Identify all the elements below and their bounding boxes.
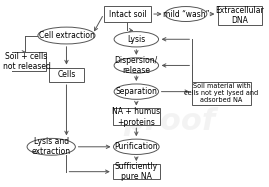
Text: Lysis: Lysis (127, 35, 146, 44)
Text: mild “wash”: mild “wash” (163, 10, 209, 19)
Text: Cells: Cells (57, 70, 76, 79)
Text: Extracellular
DNA: Extracellular DNA (215, 6, 264, 25)
Text: Soil material with
cells not yet lysed and
adsorbed NA: Soil material with cells not yet lysed a… (184, 84, 259, 103)
Text: Soil + cells
not released: Soil + cells not released (3, 52, 51, 71)
Ellipse shape (114, 139, 159, 154)
Ellipse shape (114, 84, 158, 99)
FancyBboxPatch shape (7, 52, 46, 71)
Text: Sufficiently
pure NA: Sufficiently pure NA (115, 162, 158, 181)
FancyBboxPatch shape (104, 6, 151, 22)
FancyBboxPatch shape (218, 6, 262, 25)
Ellipse shape (38, 27, 95, 44)
Text: Intact soil: Intact soil (109, 10, 146, 19)
Ellipse shape (27, 138, 75, 155)
Ellipse shape (114, 58, 158, 73)
FancyBboxPatch shape (192, 82, 251, 105)
Text: Lysis and
extraction: Lysis and extraction (32, 137, 71, 157)
Text: Cell extraction: Cell extraction (38, 31, 94, 40)
Text: Separation: Separation (115, 87, 157, 96)
FancyBboxPatch shape (49, 68, 84, 82)
FancyBboxPatch shape (113, 164, 160, 179)
Ellipse shape (114, 32, 158, 47)
Ellipse shape (165, 7, 207, 22)
Text: Dispersion/
release: Dispersion/ release (115, 56, 158, 75)
Text: Purification: Purification (115, 142, 158, 151)
Text: proof: proof (123, 107, 215, 136)
Text: NA + humus
+proteins: NA + humus +proteins (112, 107, 160, 127)
FancyBboxPatch shape (113, 108, 160, 125)
